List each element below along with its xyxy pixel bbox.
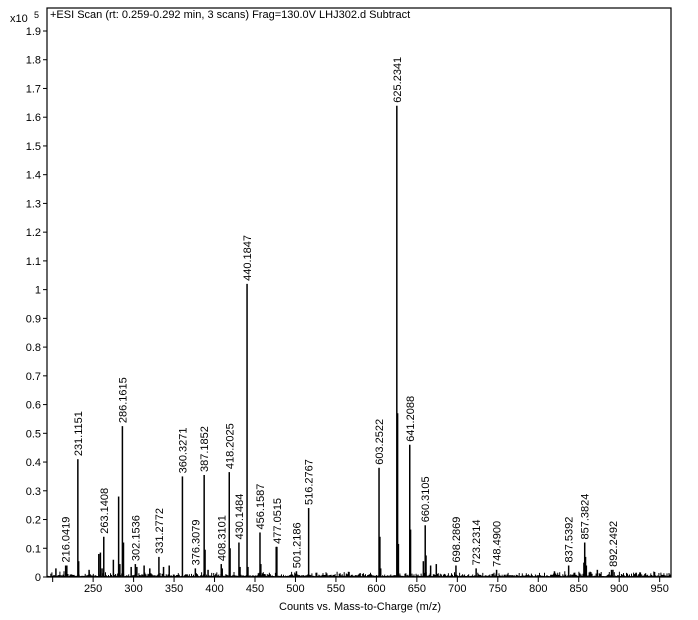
peak-label: 231.1151 [73, 411, 85, 456]
y-tick-label: 0.4 [26, 457, 41, 469]
y-tick-label: 0.6 [26, 400, 41, 412]
y-tick-label: 1.6 [26, 112, 41, 124]
x-tick-label: 350 [165, 583, 183, 595]
x-tick-label: 400 [205, 583, 223, 595]
y-exponent: 5 [34, 10, 39, 20]
peak-label: 360.3271 [177, 428, 189, 474]
peak-label: 837.5392 [564, 517, 576, 563]
x-tick-label: 600 [367, 583, 385, 595]
peak-label: 477.0515 [272, 498, 284, 544]
peak-label: 698.2869 [451, 517, 463, 563]
y-tick-label: 0.5 [26, 428, 41, 440]
x-axis: 250 300 350 400 450 500 550 600 650 700 750 800 850 9… [52, 577, 669, 595]
peak-label: 430.1484 [234, 494, 246, 540]
y-tick-label: 0.8 [26, 342, 41, 354]
y-multiplier: x10 [10, 13, 28, 25]
peak-label: 748.4900 [492, 521, 504, 567]
peak-label: 892.2492 [608, 521, 620, 567]
y-tick-label: 0.9 [26, 313, 41, 325]
y-tick-label: 1.3 [26, 198, 41, 210]
x-tick-label: 550 [327, 583, 345, 595]
peak-label: 641.2088 [405, 396, 417, 442]
peak-label: 456.1587 [255, 484, 267, 530]
peak-label: 723.2314 [471, 519, 483, 565]
peak-labels: 216.0419 231.1151 263.1408 286.1615 302.1536… [61, 57, 620, 568]
x-tick-label: 850 [570, 583, 588, 595]
x-tick-label: 250 [84, 583, 102, 595]
x-tick-label: 650 [408, 583, 426, 595]
x-tick-label: 300 [124, 583, 142, 595]
peak-label: 263.1408 [99, 488, 111, 534]
peak-label: 625.2341 [392, 57, 404, 103]
y-axis: 0 0.1 0.2 0.3 0.4 0.5 0.6 0.7 0.8 0.9 1 1.1 1.2 1.3 1.… [26, 26, 47, 584]
y-tick-label: 1.8 [26, 55, 41, 67]
peak-label: 376.3079 [190, 519, 202, 565]
x-tick-label: 500 [286, 583, 304, 595]
peak-label: 660.3105 [420, 476, 432, 522]
x-tick-label: 800 [529, 583, 547, 595]
peak-label: 286.1615 [117, 377, 129, 423]
y-tick-label: 1.7 [26, 83, 41, 95]
y-tick-label: 0.7 [26, 371, 41, 383]
noise-trace [47, 571, 671, 577]
x-axis-label: Counts vs. Mass-to-Charge (m/z) [279, 601, 441, 613]
x-tick-label: 950 [650, 583, 668, 595]
peak-label: 408.3101 [216, 515, 228, 561]
y-tick-label: 0.3 [26, 486, 41, 498]
peak-label: 440.1847 [242, 235, 254, 281]
plot-frame [46, 7, 672, 578]
y-tick-label: 1.2 [26, 227, 41, 239]
x-tick-label: 900 [610, 583, 628, 595]
peak-label: 331.2772 [154, 508, 166, 554]
peak-label: 501.2186 [291, 522, 303, 568]
peak-label: 603.2522 [374, 419, 386, 465]
y-tick-label: 1.9 [26, 26, 41, 38]
peak-label: 387.1852 [199, 426, 211, 472]
y-tick-label: 0 [35, 572, 41, 584]
x-tick-label: 750 [489, 583, 507, 595]
peak-label: 418.2025 [224, 423, 236, 469]
y-tick-label: 0.1 [26, 543, 41, 555]
y-tick-label: 1.1 [26, 256, 41, 268]
y-tick-label: 0.2 [26, 515, 41, 527]
peaks [55, 105, 637, 577]
baseline-noise [47, 571, 671, 577]
peak-label: 857.3824 [580, 494, 592, 540]
y-tick-label: 1.4 [26, 170, 41, 182]
y-tick-label: 1.5 [26, 141, 41, 153]
x-tick-label: 450 [246, 583, 264, 595]
y-tick-label: 1 [35, 285, 41, 297]
peak-label: 302.1536 [130, 515, 142, 561]
x-tick-label: 700 [448, 583, 466, 595]
peak-label: 216.0419 [61, 517, 73, 563]
chart-title: +ESI Scan (rt: 0.259-0.292 min, 3 scans)… [50, 9, 410, 21]
peak-label: 516.2767 [304, 459, 316, 505]
